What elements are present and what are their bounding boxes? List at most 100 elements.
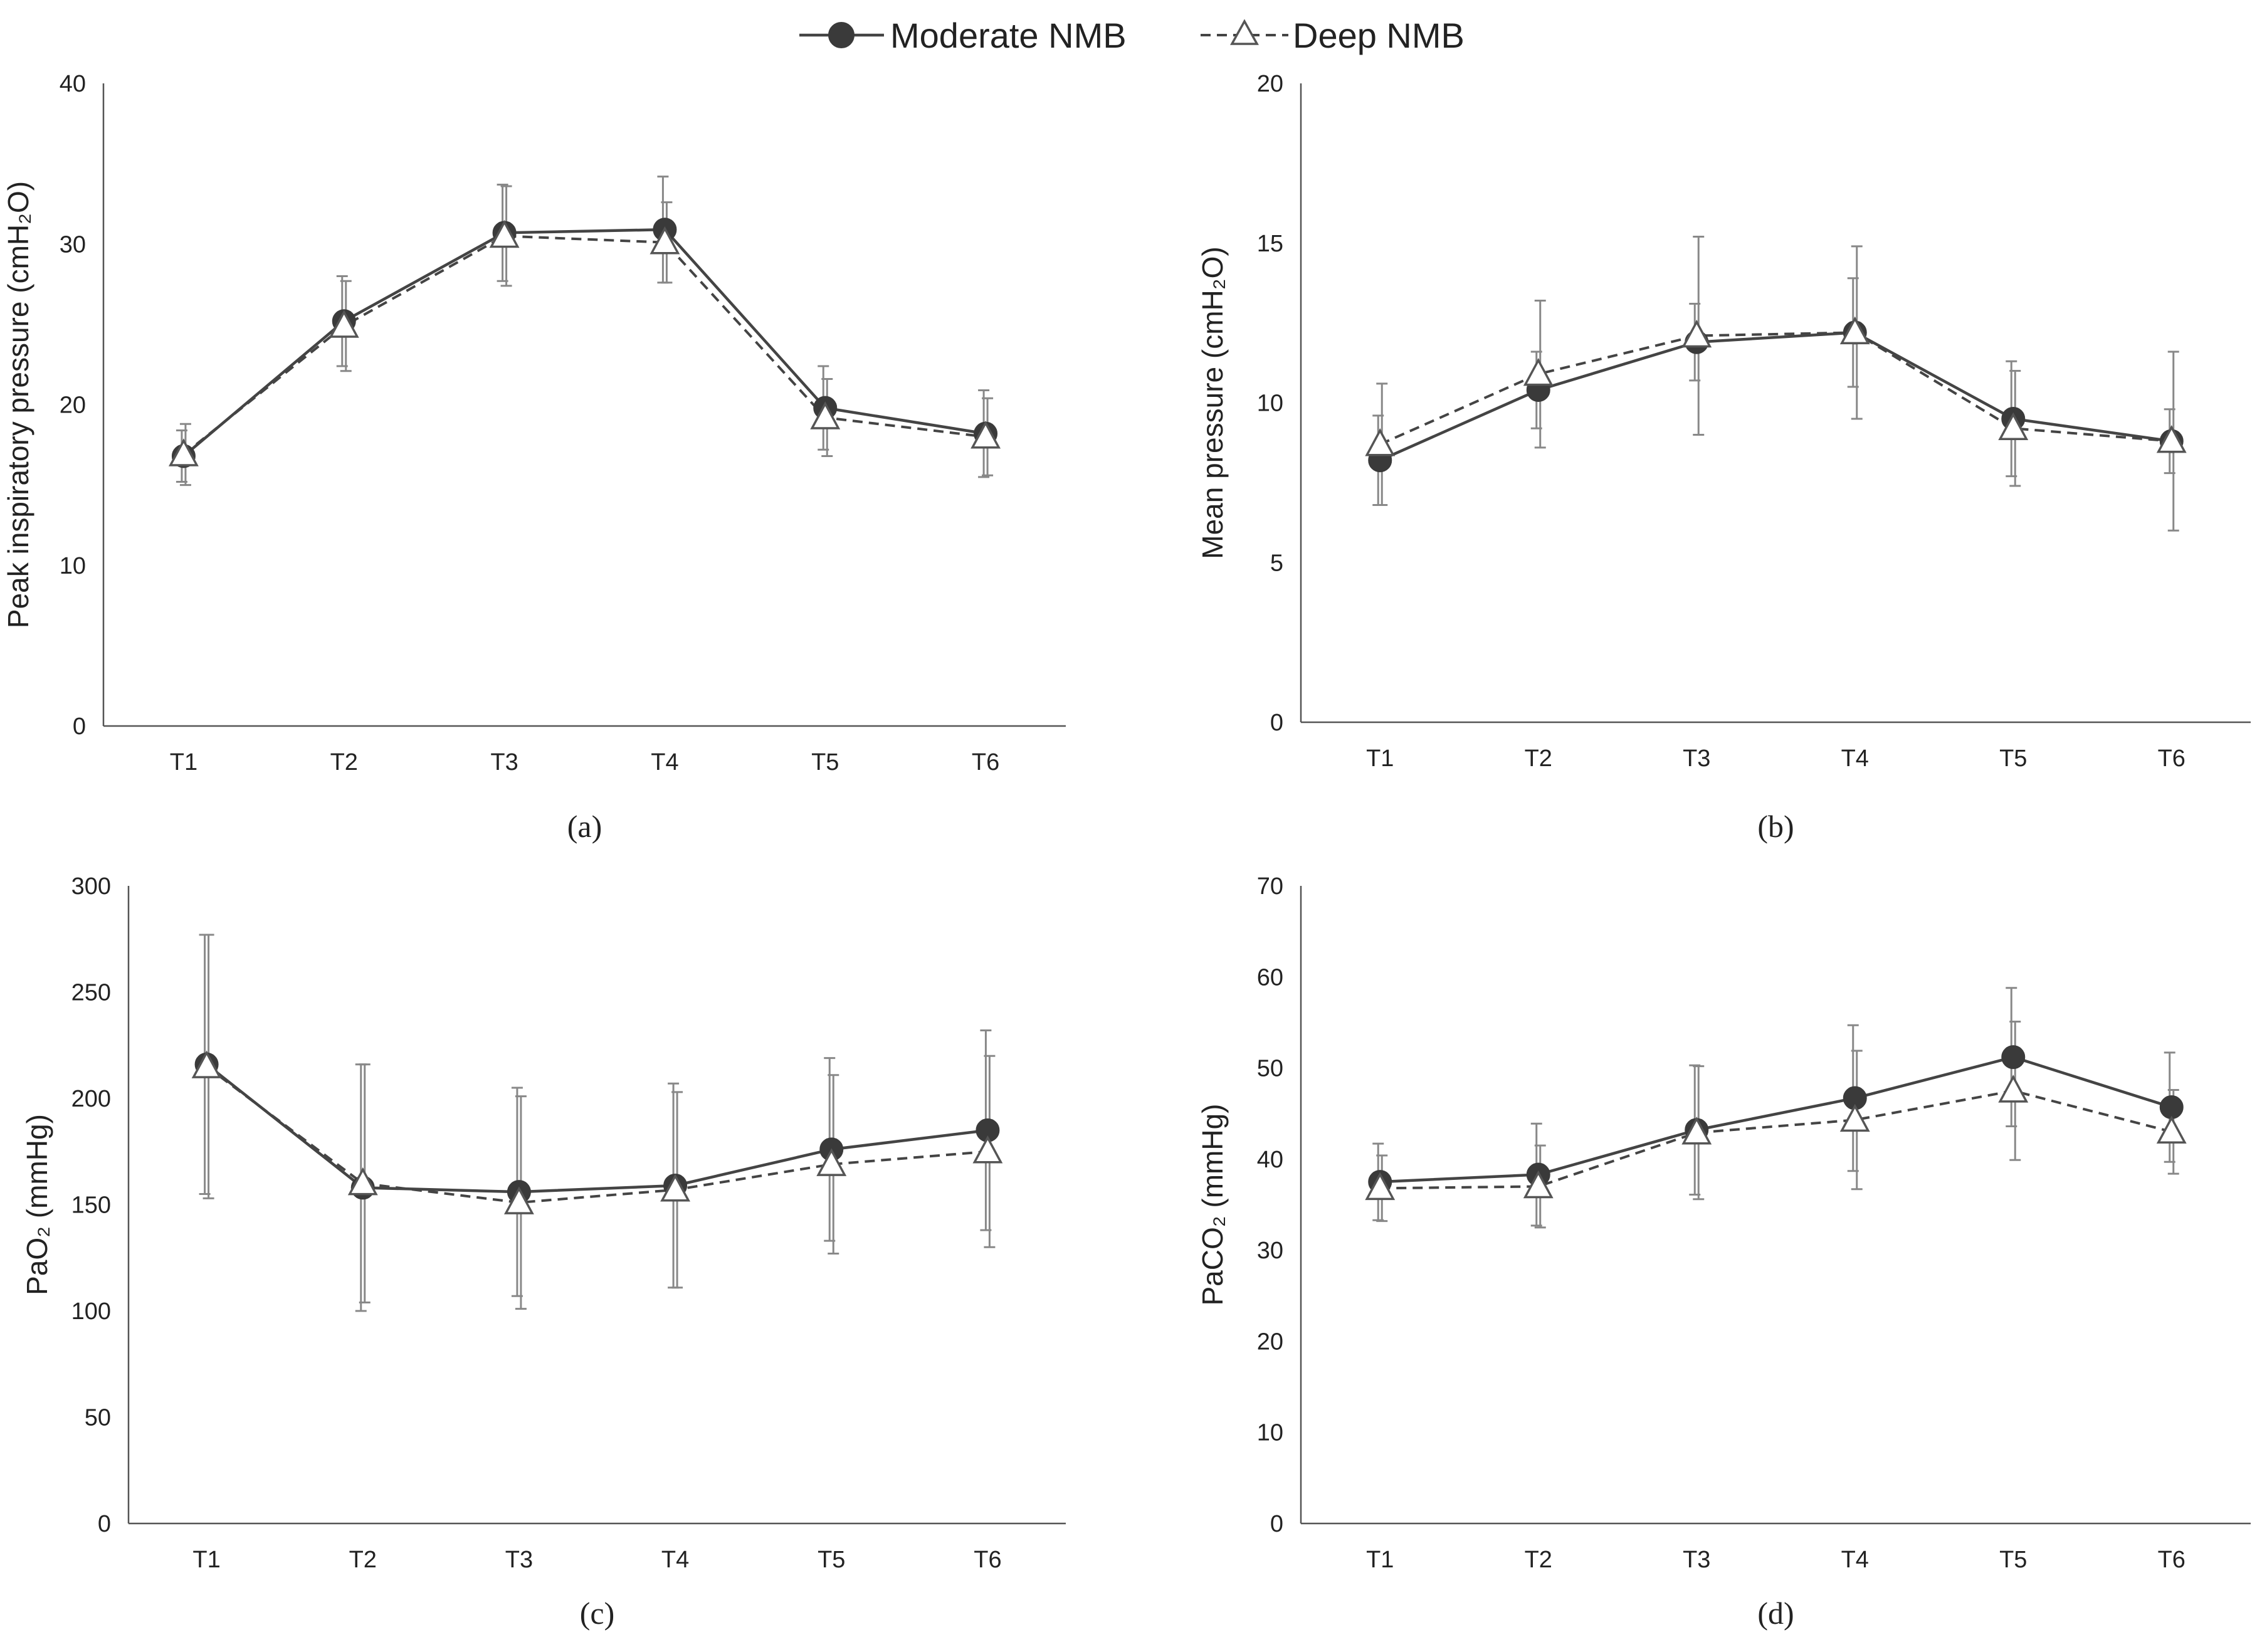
data-point-deep xyxy=(660,1174,691,1202)
data-point-deep xyxy=(1998,1075,2029,1103)
series-line-moderate xyxy=(1380,1055,2172,1184)
y-tick-label: 0 xyxy=(1270,710,1283,736)
data-point-deep xyxy=(1523,357,1554,386)
x-tick-label: T1 xyxy=(170,749,197,776)
data-point-deep xyxy=(347,1167,378,1196)
x-tick-label: T2 xyxy=(330,749,358,776)
data-point-deep xyxy=(1839,1103,1870,1132)
data-point-deep xyxy=(1523,1170,1554,1199)
x-tick-label: T4 xyxy=(1841,745,1869,772)
x-tick-label: T2 xyxy=(349,1547,377,1573)
y-tick-label: 100 xyxy=(71,1298,111,1325)
y-tick-label: 40 xyxy=(60,71,86,97)
series-line-deep xyxy=(1379,331,2172,446)
data-point-deep xyxy=(970,421,1001,449)
data-point-deep xyxy=(503,1186,534,1214)
x-tick-label: T4 xyxy=(1841,1547,1869,1573)
x-tick-label: T5 xyxy=(1999,1547,2027,1573)
data-point-deep xyxy=(489,219,520,248)
y-tick-label: 50 xyxy=(1257,1056,1283,1082)
x-tick-label: T6 xyxy=(974,1547,1001,1573)
x-tick-label: T5 xyxy=(811,749,839,776)
series-line-moderate xyxy=(182,228,986,458)
y-axis-label: PaCO₂ (mmHg) xyxy=(1196,1104,1229,1306)
legend-moderate-marker xyxy=(828,22,855,48)
chart-panel-c: 0 50 100 150 200 250 300 T1 T2 T3 T4 T5 T6 PaO₂ (mmHg… xyxy=(21,873,1066,1631)
data-point-deep xyxy=(810,401,841,429)
chart-panel-d: 0 10 20 30 40 50 60 70 T1 T2 T3 T4 T5 T6 PaCO₂ (mmHg) (… xyxy=(1196,873,2251,1631)
chart-panel-a: 0 10 20 30 40 T1 T2 T3 T4 T5 T6 Peak inspiratory pr… xyxy=(2,71,1066,844)
panel-caption: (b) xyxy=(1757,809,1794,844)
y-tick-label: 50 xyxy=(85,1405,111,1431)
y-tick-label: 20 xyxy=(1257,1328,1283,1355)
data-point-deep xyxy=(972,1135,1003,1164)
panel-caption: (a) xyxy=(567,809,602,844)
x-tick-label: T6 xyxy=(972,749,999,776)
y-tick-label: 10 xyxy=(60,553,86,579)
legend-item-deep: Deep NMB xyxy=(1201,16,1465,55)
x-tick-label: T1 xyxy=(192,1547,220,1573)
y-tick-label: 20 xyxy=(60,392,86,419)
x-tick-label: T1 xyxy=(1366,1547,1394,1573)
y-tick-label: 20 xyxy=(1257,71,1283,97)
data-point-deep xyxy=(1681,1117,1712,1145)
y-tick-label: 30 xyxy=(60,231,86,258)
y-tick-label: 60 xyxy=(1257,964,1283,991)
y-tick-label: 10 xyxy=(1257,1420,1283,1446)
x-tick-label: T6 xyxy=(2158,745,2185,772)
y-tick-label: 5 xyxy=(1270,550,1283,576)
y-axis-label: Peak inspiratory pressure (cmH₂O) xyxy=(2,181,34,628)
data-point-deep xyxy=(191,1050,222,1078)
y-tick-label: 300 xyxy=(71,873,111,900)
x-tick-label: T2 xyxy=(1525,745,1552,772)
y-tick-label: 10 xyxy=(1257,391,1283,417)
series-line-moderate xyxy=(1379,331,2172,462)
y-tick-label: 0 xyxy=(73,713,86,740)
y-tick-label: 0 xyxy=(1270,1511,1283,1537)
x-tick-label: T6 xyxy=(2158,1547,2185,1573)
x-tick-label: T4 xyxy=(651,749,678,776)
x-tick-label: T3 xyxy=(1683,1547,1710,1573)
series-line-deep xyxy=(206,1065,988,1204)
legend-moderate-label: Moderate NMB xyxy=(890,16,1127,55)
y-tick-label: 0 xyxy=(98,1511,111,1537)
legend: Moderate NMB Deep NMB xyxy=(799,16,1465,55)
y-tick-label: 150 xyxy=(71,1192,111,1219)
data-point-deep xyxy=(1681,319,1712,348)
data-point-deep xyxy=(329,310,359,338)
y-tick-label: 40 xyxy=(1257,1147,1283,1173)
chart-panel-b: 0 5 10 15 20 T1 T2 T3 T4 T5 T6 Mean pressure (cmH₂O… xyxy=(1196,71,2251,844)
series-line-deep xyxy=(1380,1089,2172,1190)
y-tick-label: 15 xyxy=(1257,231,1283,257)
x-tick-label: T3 xyxy=(490,749,518,776)
x-tick-label: T2 xyxy=(1525,1547,1552,1573)
legend-item-moderate: Moderate NMB xyxy=(799,16,1127,55)
data-point-deep xyxy=(1365,1172,1396,1201)
data-point-deep xyxy=(1839,316,1870,345)
y-axis-label: Mean pressure (cmH₂O) xyxy=(1196,246,1229,559)
y-tick-label: 200 xyxy=(71,1086,111,1112)
y-axis-label: PaO₂ (mmHg) xyxy=(21,1114,53,1295)
data-point-deep xyxy=(650,226,680,255)
legend-deep-marker xyxy=(1230,19,1259,45)
data-point-deep xyxy=(2156,424,2187,453)
series-line-moderate xyxy=(206,1063,988,1194)
panel-caption: (d) xyxy=(1757,1596,1794,1631)
x-tick-label: T4 xyxy=(661,1547,689,1573)
x-tick-label: T3 xyxy=(505,1547,533,1573)
x-tick-label: T5 xyxy=(818,1547,845,1573)
data-point-moderate xyxy=(2001,1045,2026,1070)
series-line-deep xyxy=(182,234,986,456)
y-tick-label: 30 xyxy=(1257,1238,1283,1264)
data-point-deep xyxy=(816,1148,847,1176)
panel-caption: (c) xyxy=(580,1596,615,1631)
x-tick-label: T1 xyxy=(1366,745,1394,772)
legend-deep-label: Deep NMB xyxy=(1293,16,1465,55)
y-tick-label: 250 xyxy=(71,980,111,1006)
data-point-moderate xyxy=(2159,1095,2184,1120)
x-tick-label: T3 xyxy=(1683,745,1710,772)
y-tick-label: 70 xyxy=(1257,873,1283,900)
data-point-deep xyxy=(1365,428,1396,456)
x-tick-label: T5 xyxy=(1999,745,2027,772)
